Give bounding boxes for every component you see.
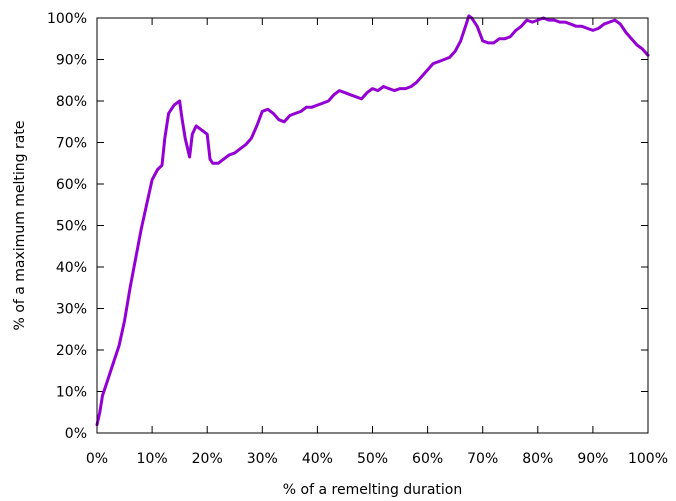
y-axis-tick-labels: 0% 10% 20% 30% 40% 50% 60% 70% 80% 90% 100% (47, 11, 87, 442)
y-tick-label: 90% (56, 53, 87, 69)
y-tick-label: 20% (56, 343, 87, 359)
x-axis-tick-labels: 0% 10% 20% 30% 40% 50% 60% 70% 80% 90% 100% (86, 451, 668, 467)
y-axis-ticks (97, 17, 648, 434)
x-tick-label: 30% (247, 451, 278, 467)
y-tick-label: 0% (65, 426, 87, 442)
data-line-series (95, 14, 650, 427)
x-tick-label: 0% (86, 451, 108, 467)
y-axis-label: % of a maximum melting rate (12, 121, 28, 331)
x-tick-label: 40% (302, 451, 333, 467)
x-tick-label: 80% (522, 451, 553, 467)
y-tick-label: 50% (56, 219, 87, 235)
x-tick-label: 90% (577, 451, 608, 467)
y-tick-label: 10% (56, 385, 87, 401)
y-tick-label: 70% (56, 136, 87, 152)
y-tick-label: 40% (56, 260, 87, 276)
x-tick-label: 50% (357, 451, 388, 467)
x-axis-ticks (96, 18, 649, 433)
y-tick-label: 60% (56, 177, 87, 193)
x-axis-label: % of a remelting duration (283, 482, 462, 498)
plot-area-frame (96, 17, 649, 434)
x-tick-label: 60% (412, 451, 443, 467)
x-tick-label: 100% (628, 451, 668, 467)
x-tick-label: 70% (467, 451, 498, 467)
y-tick-label: 80% (56, 94, 87, 110)
x-tick-label: 10% (137, 451, 168, 467)
y-tick-label: 100% (47, 11, 87, 27)
y-tick-label: 30% (56, 302, 87, 318)
x-tick-label: 20% (192, 451, 223, 467)
